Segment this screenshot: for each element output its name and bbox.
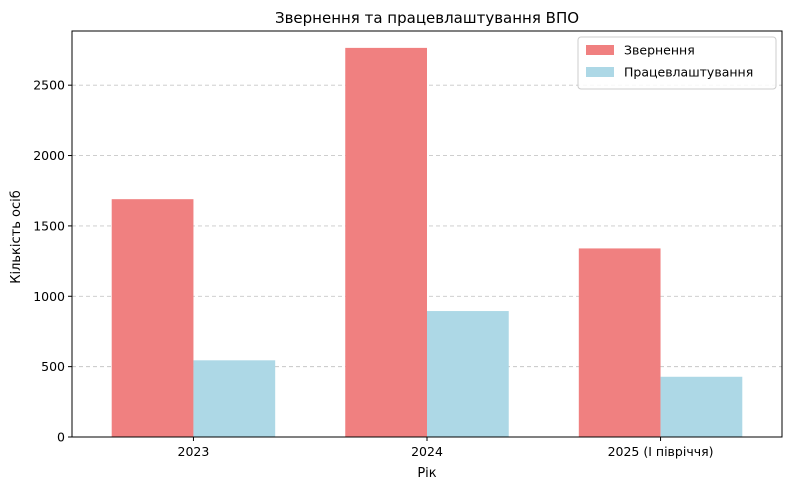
y-axis-label: Кількість осіб xyxy=(9,190,24,284)
chart-title: Звернення та працевлаштування ВПО xyxy=(275,9,579,27)
x-axis-label: Рік xyxy=(417,466,436,481)
y-tick-label: 0 xyxy=(57,430,65,445)
x-tick-label: 2024 xyxy=(411,444,443,459)
legend-label: Звернення xyxy=(624,43,695,58)
bar-pratsevlashtuvannia-2025 xyxy=(660,376,743,437)
ticks: 0 500 1000 1500 2000 2500 2023 2024 2025 (І півр… xyxy=(33,78,713,459)
bar-zvernennia-2025 xyxy=(578,248,661,437)
legend-label: Працевлаштування xyxy=(624,65,753,80)
y-tick-label: 2500 xyxy=(33,78,65,93)
legend-swatch xyxy=(586,45,614,55)
bar-zvernennia-2024 xyxy=(345,47,427,437)
y-tick-label: 1000 xyxy=(33,289,65,304)
bar-pratsevlashtuvannia-2024 xyxy=(427,311,509,437)
x-tick-label: 2023 xyxy=(178,444,210,459)
x-tick-label: 2025 (І півріччя) xyxy=(608,444,714,459)
legend: Звернення Працевлаштування xyxy=(577,36,777,90)
bars xyxy=(111,47,743,437)
legend-box xyxy=(577,36,777,90)
bar-pratsevlashtuvannia-2023 xyxy=(193,360,276,437)
y-tick-label: 1500 xyxy=(33,218,65,233)
legend-swatch xyxy=(586,67,614,77)
bar-zvernennia-2023 xyxy=(111,199,194,437)
y-tick-label: 2000 xyxy=(33,148,65,163)
y-tick-label: 500 xyxy=(41,359,65,374)
